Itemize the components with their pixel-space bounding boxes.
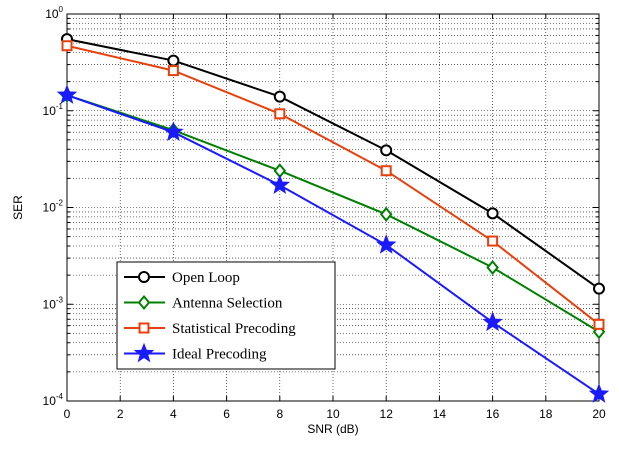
series-line — [66, 44, 600, 326]
x-tick-label: 18 — [539, 407, 553, 421]
data-point — [379, 206, 393, 222]
data-point — [380, 144, 393, 157]
x-tick-label: 16 — [486, 407, 500, 421]
y-tick-label: 10-2 — [43, 199, 64, 215]
legend-box — [116, 261, 336, 370]
x-tick-label: 6 — [223, 407, 230, 421]
series-line — [66, 38, 600, 290]
data-point — [61, 40, 73, 52]
legend: Open Loop Antenna Selection Statistical Pr… — [116, 261, 336, 370]
y-tick-label: 10-3 — [43, 295, 64, 311]
legend-marker — [138, 271, 150, 283]
data-point — [269, 174, 291, 194]
x-tick-label: 2 — [117, 407, 124, 421]
data-point — [273, 90, 286, 103]
data-point — [163, 121, 184, 141]
y-tick-label: 10-4 — [43, 392, 64, 408]
x-axis-label: SNR (dB) — [307, 422, 358, 436]
data-point — [486, 207, 499, 220]
legend-marker — [133, 342, 155, 363]
data-point — [380, 165, 392, 177]
data-series — [56, 33, 610, 403]
legend-item: Statistical Precoding — [124, 321, 296, 337]
legend-label: Ideal Precoding — [172, 347, 267, 363]
data-point — [375, 234, 397, 254]
x-tick-label: 20 — [592, 407, 606, 421]
data-point — [487, 235, 499, 247]
legend-marker — [137, 294, 151, 311]
legend-marker — [138, 322, 150, 334]
x-tick-label: 8 — [276, 407, 283, 421]
data-point — [486, 259, 499, 276]
data-point — [167, 54, 180, 67]
data-point — [274, 108, 286, 120]
series-circle — [61, 33, 605, 295]
data-point — [593, 318, 605, 330]
data-point — [588, 383, 610, 403]
x-tick-label: 14 — [433, 407, 447, 421]
legend-label: Statistical Precoding — [172, 321, 296, 337]
y-tick-label: 10-1 — [43, 102, 64, 118]
x-tick-label: 0 — [64, 407, 71, 421]
x-tick-label: 12 — [380, 407, 394, 421]
series-line — [66, 94, 600, 395]
axis-ticks: 0 2 4 6 8 10 12 14 16 18 20 100 10-1 10-2 10-3 10-4 — [43, 5, 606, 421]
legend-item: Open Loop — [124, 270, 240, 286]
legend-label: Antenna Selection — [172, 296, 283, 312]
y-axis-label: SER — [11, 195, 25, 220]
data-point — [167, 65, 179, 77]
data-point — [56, 84, 78, 104]
x-tick-label: 10 — [326, 407, 340, 421]
data-point — [593, 282, 605, 295]
legend-item: Antenna Selection — [124, 294, 283, 312]
x-tick-label: 4 — [170, 407, 177, 421]
series-square — [61, 40, 605, 330]
y-tick-label: 100 — [45, 5, 63, 21]
series-star — [56, 84, 610, 403]
legend-item: Ideal Precoding — [124, 342, 267, 363]
legend-label: Open Loop — [172, 270, 240, 286]
series-line — [66, 94, 600, 333]
data-point — [482, 311, 503, 332]
